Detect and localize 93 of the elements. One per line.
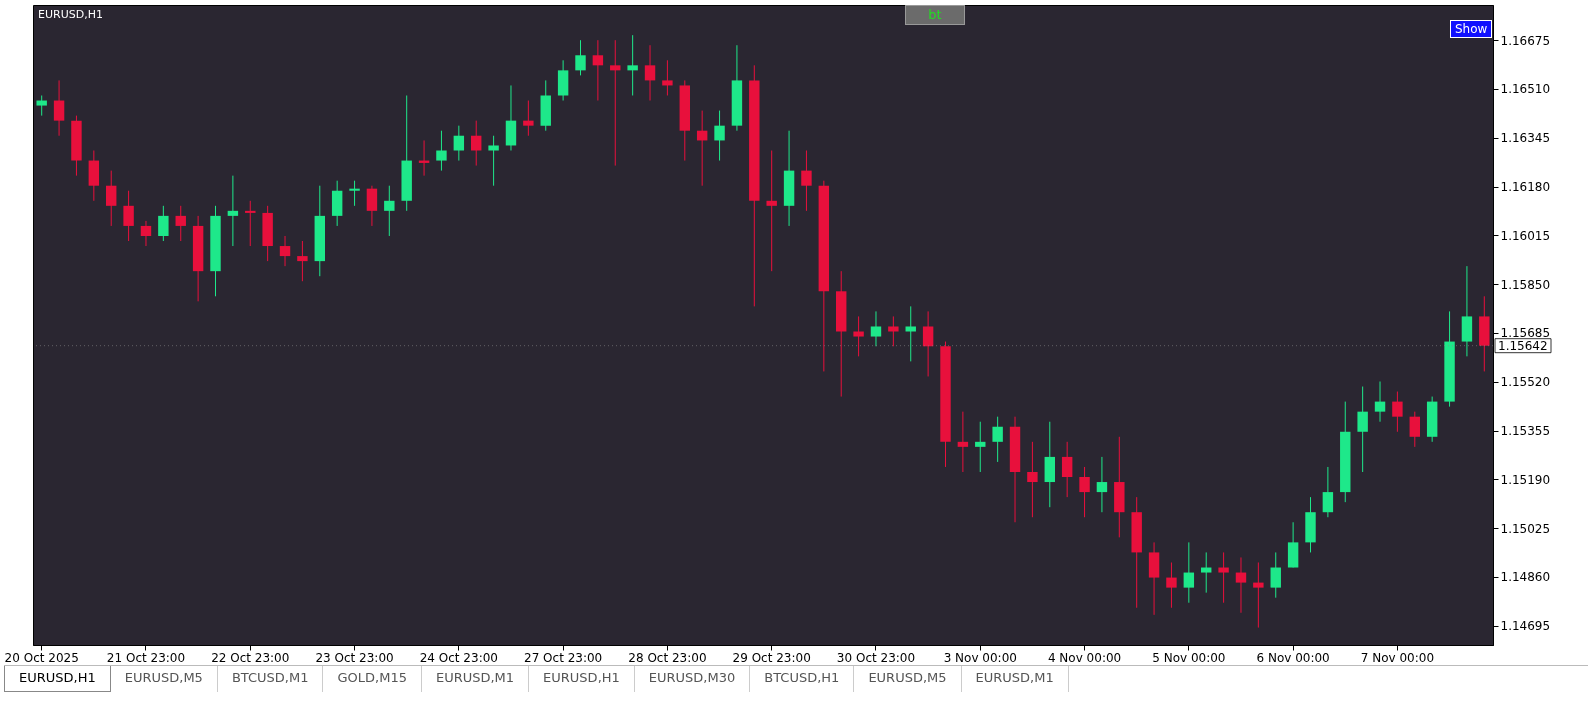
candlestick (488, 135, 499, 187)
candlestick (575, 39, 586, 76)
x-tick-label: 6 Nov 00:00 (1256, 650, 1330, 665)
candlestick (627, 34, 638, 96)
text: BTCUSD,M1 (217, 666, 324, 692)
x-tick-label: 30 Oct 23:00 (836, 650, 916, 665)
text: EURUSD,M1 (961, 666, 1069, 692)
candlestick (471, 120, 482, 167)
candlestick (1357, 386, 1368, 473)
candlestick (957, 411, 969, 473)
candlestick (992, 416, 1003, 463)
y-tick-label: 1.16180 (1500, 180, 1551, 195)
candlestick (922, 310, 934, 377)
candlestick (853, 315, 864, 357)
candlestick (279, 235, 291, 267)
candlestick (1409, 411, 1420, 448)
candlestick (349, 180, 360, 207)
candlestick (1061, 441, 1073, 498)
candlestick (523, 100, 534, 137)
candlestick (1166, 561, 1177, 609)
candlestick (1270, 551, 1281, 599)
y-tick-label: 1.15190 (1500, 472, 1551, 487)
text: EURUSD,M1 (421, 666, 530, 692)
x-tick-label: 21 Oct 23:00 (106, 650, 186, 665)
y-tick-label: 1.15355 (1500, 424, 1551, 439)
candlestick (714, 110, 725, 162)
button: bt (905, 5, 965, 25)
button: Show (1450, 20, 1493, 38)
candlestick (1374, 380, 1386, 423)
candlestick (766, 150, 777, 272)
text: EURUSD,M30 (634, 666, 751, 692)
candlestick (140, 220, 152, 247)
y-tick-label: 1.16015 (1500, 228, 1551, 243)
candlestick (801, 150, 812, 212)
candlestick (1253, 561, 1264, 629)
candlestick (384, 185, 395, 237)
y-tick-label: 1.15025 (1500, 521, 1551, 536)
x-tick-label: 5 Nov 00:00 (1152, 650, 1226, 665)
candlestick (870, 310, 882, 347)
candlestick (1201, 551, 1212, 594)
x-tick-label: 20 Oct 2025 (4, 650, 79, 665)
candlestick (1218, 551, 1229, 604)
candlestick (1322, 466, 1334, 518)
y-tick-label: 1.16345 (1500, 131, 1551, 146)
candlestick (1079, 466, 1090, 518)
candlestick (106, 170, 117, 227)
candlestick (123, 190, 134, 242)
candlestick (1096, 456, 1108, 513)
ref-line-label: 1.15642 (1498, 338, 1548, 353)
x-tick-label: 7 Nov 00:00 (1360, 650, 1435, 665)
candlestick (1183, 541, 1195, 604)
candlestick (592, 39, 604, 102)
candlestick (227, 175, 239, 247)
candlestick (245, 200, 256, 247)
x-tick-label: 29 Oct 23:00 (732, 650, 811, 665)
chart-title: EURUSD,H1 (38, 8, 103, 21)
x-tick-label: 28 Oct 23:00 (628, 650, 707, 665)
x-tick-label: 4 Nov 00:00 (1047, 650, 1122, 665)
x-tick-label: 22 Oct 23:00 (211, 650, 290, 665)
x-tick-label: 23 Oct 23:00 (315, 650, 394, 665)
candlestick (158, 205, 169, 242)
text: EURUSD,M5 (110, 666, 218, 692)
text: EURUSD,H1 (529, 666, 635, 692)
x-tick-label: 24 Oct 23:00 (419, 650, 498, 665)
text: EURUSD,H1 (4, 666, 111, 692)
candlestick (53, 79, 65, 137)
candlestick (662, 59, 673, 96)
y-tick-label: 1.16510 (1500, 82, 1551, 97)
y-tick-label: 1.15685 (1500, 326, 1551, 341)
candlestick (1235, 556, 1247, 614)
y-tick-label: 1.16675 (1500, 33, 1551, 48)
candlestick (175, 205, 186, 242)
candlestick (644, 44, 656, 102)
y-tick-label: 1.15850 (1500, 277, 1551, 292)
text: EURUSD,M5 (854, 666, 962, 692)
candlestick (1392, 391, 1403, 433)
candlestick (436, 130, 447, 172)
y-tick-label: 1.15520 (1500, 375, 1551, 390)
candlestick (453, 125, 465, 162)
text: BTCUSD,H1 (750, 666, 855, 692)
candlestick (888, 315, 899, 347)
candlestick (297, 240, 308, 282)
x-tick-label: 27 Oct 23:00 (524, 650, 603, 665)
candlestick (610, 39, 621, 167)
y-tick-label: 1.14695 (1500, 619, 1551, 634)
candlestick (366, 185, 378, 227)
candlestick (905, 305, 916, 362)
candlestick (36, 95, 47, 117)
x-tick-label: 3 Nov 00:00 (943, 650, 1017, 665)
candlestick (975, 421, 986, 473)
text: GOLD,M15 (323, 666, 422, 692)
y-tick-label: 1.14860 (1500, 570, 1551, 585)
candlestick (1027, 441, 1038, 518)
